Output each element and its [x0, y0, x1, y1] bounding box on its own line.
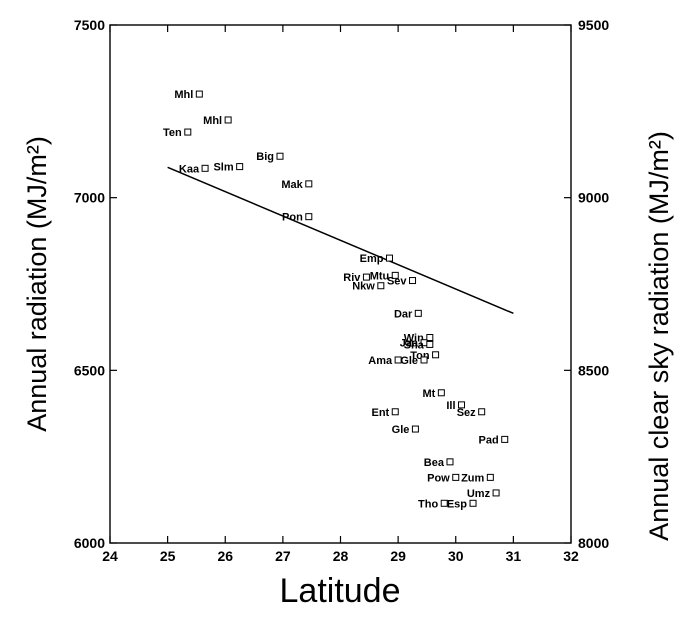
left-y-axis-title: Annual radiation (MJ/m²)	[22, 136, 52, 432]
data-point	[391, 408, 399, 416]
data-point	[469, 499, 477, 507]
point-label: Dar	[394, 308, 413, 320]
point-label: Mhl	[174, 89, 193, 101]
point-label: Nkw	[352, 281, 375, 293]
point-label: Big	[256, 151, 274, 163]
data-point	[391, 271, 399, 279]
left-y-axis-ticks: 6000 6500 7000 7500	[74, 17, 117, 551]
x-tick-label: 30	[448, 548, 464, 564]
point-label: Mtu	[370, 270, 390, 282]
left-y-tick-label: 7000	[74, 190, 105, 206]
left-y-tick-label: 6500	[74, 362, 105, 378]
point-label: Emp	[360, 253, 384, 265]
right-y-tick-label: 9500	[578, 17, 609, 33]
clear-sky-line	[167, 166, 514, 315]
data-point	[440, 499, 448, 507]
data-point	[305, 180, 313, 188]
right-y-axis-ticks: 8000 8500 9000 9500	[564, 17, 609, 551]
data-point	[501, 435, 509, 443]
point-label: Kaa	[179, 163, 200, 175]
point-label: Ent	[372, 407, 390, 419]
plot-frame	[109, 24, 572, 544]
point-label: Sez	[457, 407, 476, 419]
data-point	[385, 254, 393, 262]
data-point	[426, 334, 434, 342]
point-label: Esp	[447, 498, 467, 510]
right-y-tick-label: 8500	[578, 362, 609, 378]
data-point	[409, 277, 417, 285]
x-tick-label: 26	[217, 548, 233, 564]
data-point	[224, 116, 232, 124]
point-label: Umz	[467, 488, 491, 500]
point-label: Pon	[282, 212, 303, 224]
data-point	[458, 401, 466, 409]
data-point	[452, 473, 460, 481]
point-label: Bea	[424, 457, 445, 469]
point-label: Mhl	[203, 115, 222, 127]
x-tick-label: 24	[102, 548, 118, 564]
point-label: Win	[404, 333, 424, 345]
point-label: Ill	[446, 400, 455, 412]
data-point	[276, 152, 284, 160]
data-point	[411, 425, 419, 433]
point-label: Riv	[343, 272, 361, 284]
point-label: Zum	[461, 472, 484, 484]
left-y-tick-label: 6000	[74, 535, 105, 551]
left-y-tick-label: 7500	[74, 17, 105, 33]
data-point	[394, 356, 402, 364]
right-y-tick-label: 8000	[578, 535, 609, 551]
point-label: Sha	[404, 339, 425, 351]
data-point	[486, 473, 494, 481]
data-point	[432, 351, 440, 359]
x-tick-label: 28	[333, 548, 349, 564]
data-point	[184, 128, 192, 136]
data-point	[478, 408, 486, 416]
point-label: Tho	[418, 498, 438, 510]
x-axis-ticks: 24 25 26 27 28 29 30 31 32	[102, 25, 579, 564]
point-label: Sev	[387, 276, 407, 288]
point-label: Mak	[281, 179, 303, 191]
data-points-group: Mhl Mhl Ten Slm Big Kaa Mak Pon Emp Mtu Riv Sev Nkw D…	[163, 89, 509, 510]
point-label: Gle	[400, 355, 418, 367]
point-label: Mt	[423, 388, 436, 400]
data-point	[446, 458, 454, 466]
data-point	[362, 273, 370, 281]
data-point	[201, 164, 209, 172]
x-axis-title: Latitude	[280, 572, 401, 610]
x-tick-label: 25	[160, 548, 176, 564]
data-point	[426, 340, 434, 348]
data-point	[305, 213, 313, 221]
x-tick-label: 27	[275, 548, 291, 564]
data-point	[195, 90, 203, 98]
clear-sky-line-group	[167, 166, 514, 315]
right-y-tick-label: 9000	[578, 190, 609, 206]
data-point	[236, 163, 244, 171]
point-label: Jaa	[400, 338, 419, 350]
point-label: Pow	[427, 472, 450, 484]
right-y-axis-title: Annual clear sky radiation (MJ/m²)	[644, 131, 674, 541]
point-label: Slm	[213, 162, 233, 174]
point-label: Ama	[368, 355, 393, 367]
data-point	[492, 489, 500, 497]
data-point	[420, 356, 428, 364]
data-point	[377, 282, 385, 290]
x-tick-label: 29	[390, 548, 406, 564]
point-label: Pad	[479, 434, 499, 446]
point-label: Ten	[163, 127, 182, 139]
data-point	[437, 389, 445, 397]
x-tick-label: 32	[563, 548, 579, 564]
data-point	[414, 309, 422, 317]
point-label: Gle	[392, 424, 410, 436]
x-tick-label: 31	[506, 548, 522, 564]
